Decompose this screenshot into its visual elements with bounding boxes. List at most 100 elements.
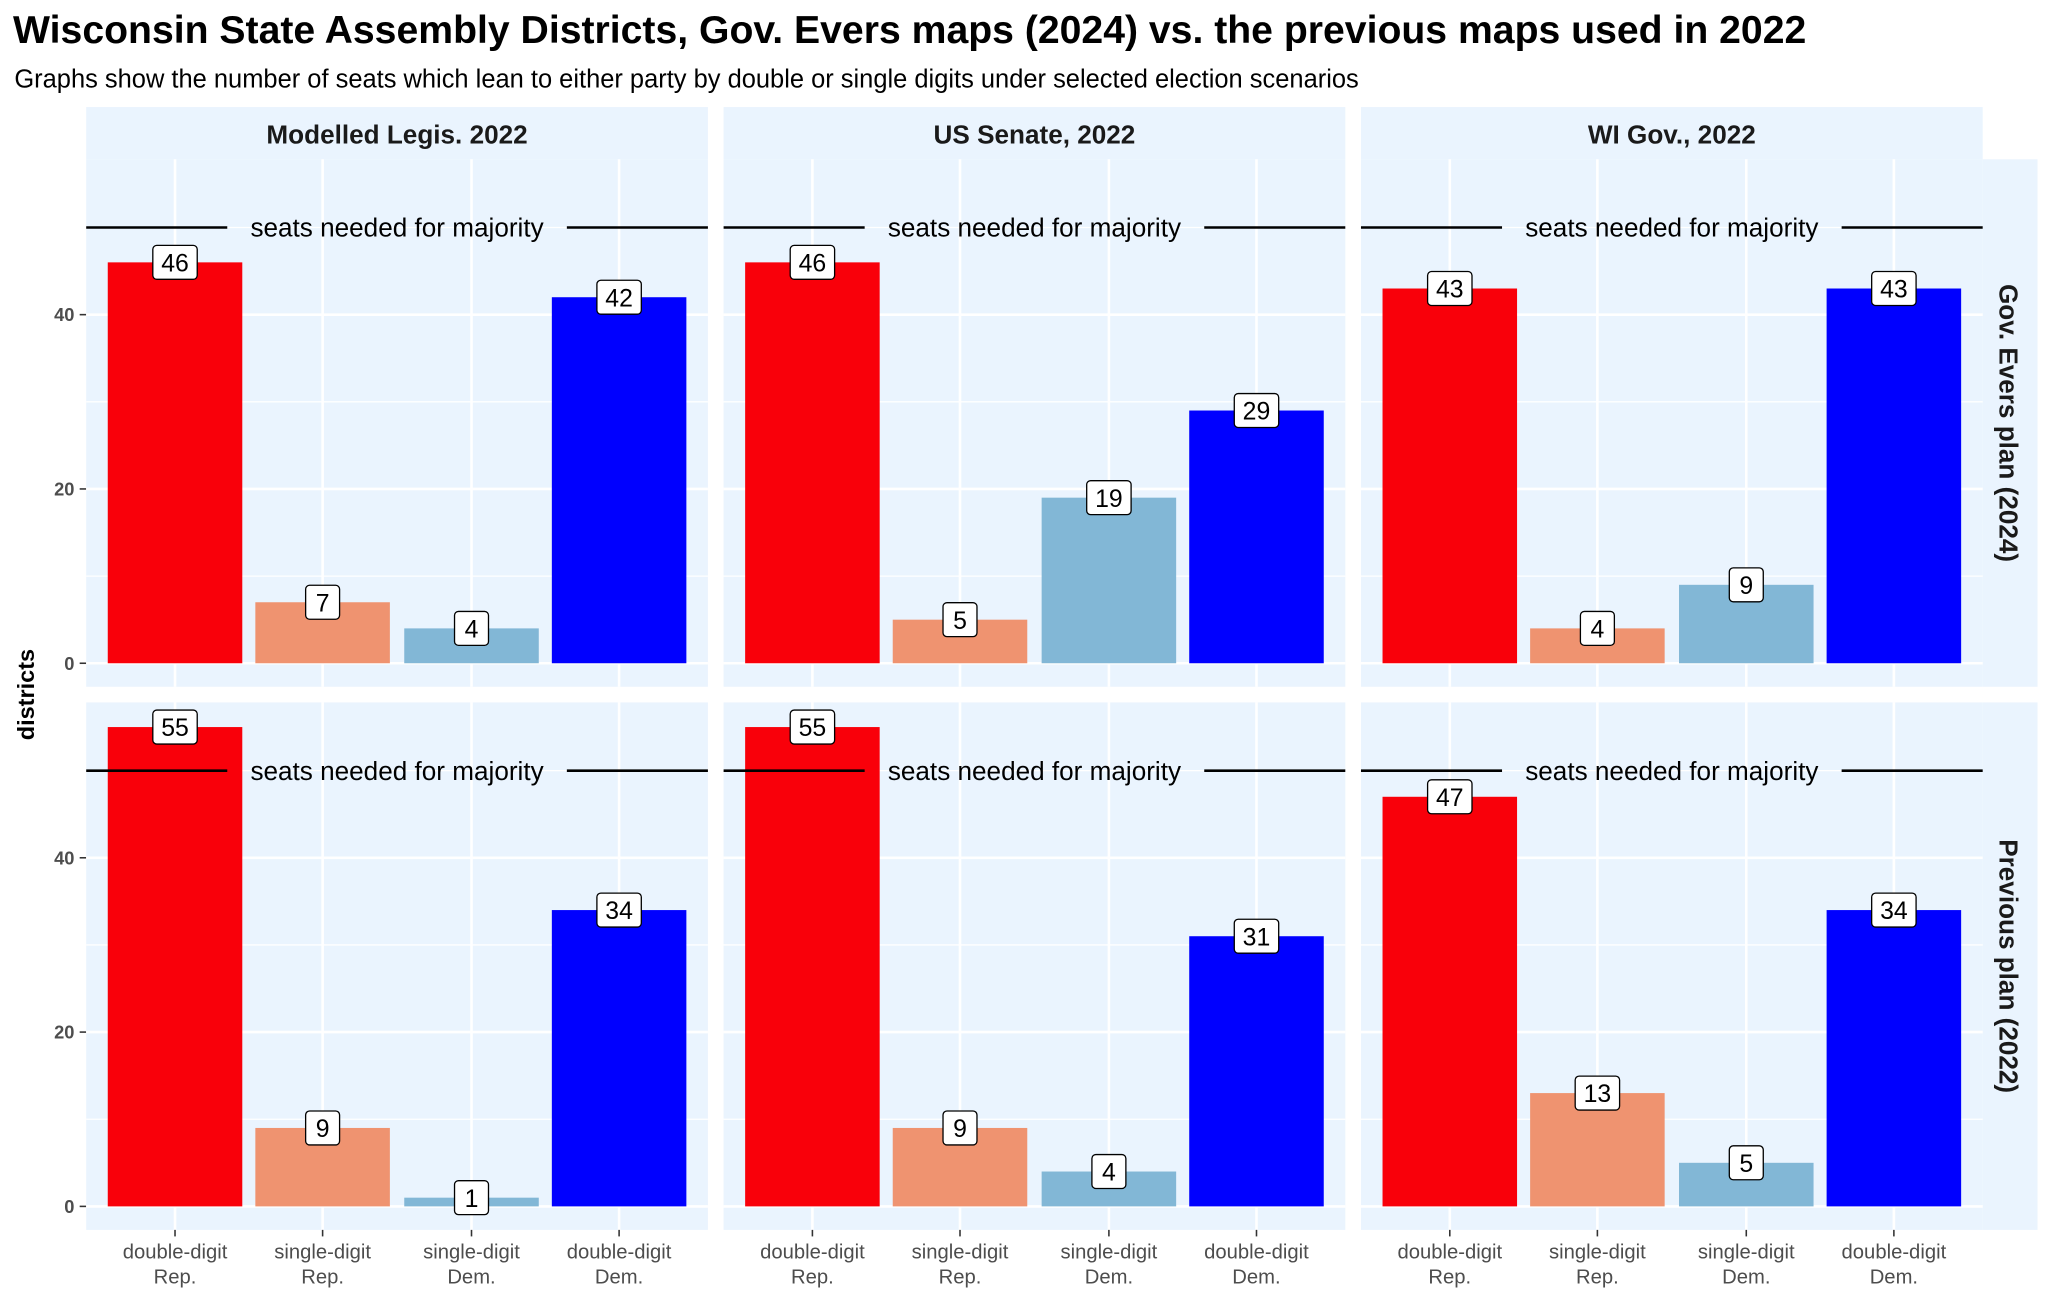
majority-line-label: seats needed for majority [250,213,543,243]
x-tick-label: Dem. [447,1266,495,1288]
bar [745,262,880,664]
bar [1382,288,1518,664]
majority-line-label: seats needed for majority [250,756,543,786]
panel: seats needed for majority 46 7 4 42 [86,159,708,687]
data-label-box [1574,1075,1621,1111]
bar [1826,288,1962,664]
data-label-box [304,584,341,620]
data-label-box [152,709,198,745]
column-strip [86,107,708,160]
x-tick-label: Dem. [595,1266,643,1288]
data-label-box [1579,610,1616,647]
data-label-box [1091,1153,1127,1190]
x-tick-label: double-digit [1397,1242,1502,1264]
data-label: 34 [1880,898,1908,925]
panel: seats needed for majority 43 4 9 43 [1360,159,1983,687]
data-label: 47 [1436,785,1464,812]
x-tick-label: Rep. [1428,1266,1471,1288]
bar [1382,796,1518,1207]
bar [551,910,687,1207]
data-label: 29 [1243,399,1271,426]
bar [1530,1093,1665,1207]
x-tick-label: double-digit [567,1242,672,1264]
data-label-box [1728,567,1764,603]
column-strip-label: US Senate, 2022 [934,120,1136,150]
x-tick-label: Rep. [301,1266,344,1288]
x-tick-label: Rep. [1576,1266,1619,1288]
column-strip-label: Modelled Legis. 2022 [266,120,527,150]
x-tick-label: single-digit [423,1242,520,1264]
plot-area: Modelled Legis. 2022 US Senate, 2022 WI Go… [54,107,2038,1288]
row-strip [1982,159,2038,687]
y-tick-label: 40 [54,304,74,325]
data-label-box [304,1110,341,1146]
data-label: 9 [953,1116,967,1143]
data-label: 34 [605,898,633,925]
majority-line-label: seats needed for majority [888,756,1181,786]
y-tick-label: 0 [64,653,74,674]
data-label-box [596,279,642,315]
bar [1189,936,1324,1207]
x-tick-label: Rep. [939,1266,982,1288]
bar [1041,497,1177,664]
chart-title: Wisconsin State Assembly Districts, Gov.… [13,9,1806,52]
data-label: 19 [1095,486,1123,513]
data-label: 1 [465,1186,479,1213]
data-label-box [789,244,836,280]
data-label-box [1233,392,1280,429]
data-label-box [453,1180,490,1216]
data-label: 55 [161,715,189,742]
data-label: 43 [1880,277,1908,304]
data-label-box [1086,480,1132,516]
bar [551,297,687,664]
data-label: 5 [953,608,967,635]
data-label: 46 [161,251,189,278]
column-strip-label: WI Gov., 2022 [1588,120,1756,150]
x-tick-label: double-digit [123,1242,228,1264]
x-tick-label: single-digit [912,1242,1009,1264]
data-label-box [1871,892,1917,928]
x-tick-label: Dem. [1085,1266,1133,1288]
data-label-box [789,709,836,745]
data-label-box [152,244,198,280]
bar [107,262,243,664]
x-tick-label: single-digit [1061,1242,1158,1264]
panel: seats needed for majority 46 5 19 29 [723,159,1346,687]
data-label: 4 [1102,1160,1116,1187]
x-tick-label: single-digit [274,1242,371,1264]
data-label: 31 [1243,924,1271,951]
bar [745,727,880,1207]
bar [1189,410,1324,664]
data-label-box [1426,779,1473,815]
x-tick-label: double-digit [1842,1242,1947,1264]
panel: seats needed for majority 55 9 1 34 double-di… [86,702,708,1288]
majority-line-label: seats needed for majority [1525,756,1818,786]
x-tick-label: Dem. [1870,1266,1918,1288]
row-strip-label: Gov. Evers plan (2024) [1994,284,2024,562]
data-label-box [453,610,490,647]
y-axis-label: districts [13,649,39,740]
data-label: 7 [316,590,330,617]
row-strip-label: Previous plan (2022) [1994,839,2024,1093]
data-label-box [1426,270,1473,307]
y-tick-label: 0 [64,1196,74,1217]
chart-subtitle: Graphs show the number of seats which le… [14,65,1358,93]
data-label-box [1233,918,1280,954]
x-tick-label: Dem. [1722,1266,1770,1288]
column-strip [1360,107,1983,160]
y-tick-label: 40 [54,847,74,868]
x-tick-label: Dem. [1232,1266,1280,1288]
data-label: 43 [1436,277,1464,304]
majority-line-label: seats needed for majority [1525,213,1818,243]
data-label-box [942,602,978,638]
data-label-box [1728,1145,1764,1181]
x-tick-label: single-digit [1549,1242,1646,1264]
x-tick-label: Rep. [791,1266,834,1288]
data-label: 4 [465,617,479,644]
row-strip [1982,702,2038,1230]
data-label: 42 [605,285,633,312]
data-label: 4 [1590,617,1604,644]
panel: seats needed for majority 47 13 5 34 double-d… [1360,702,1983,1288]
x-tick-label: double-digit [1204,1242,1309,1264]
